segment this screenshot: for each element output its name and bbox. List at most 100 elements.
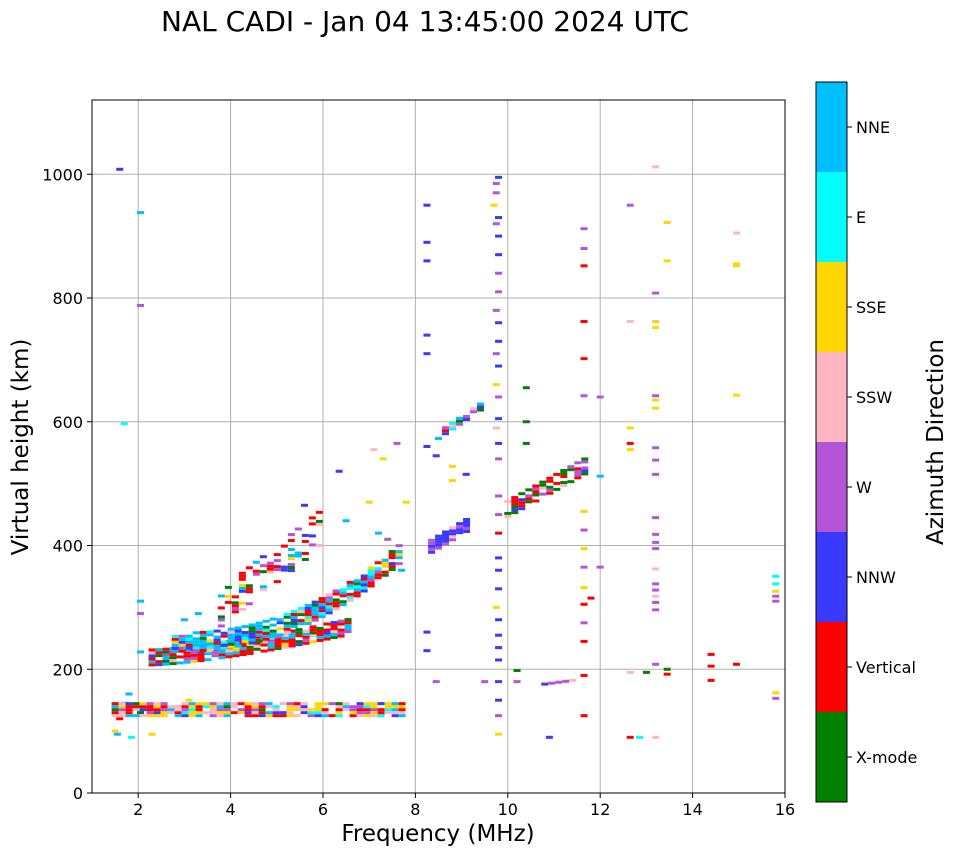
data-point bbox=[113, 732, 121, 736]
data-point bbox=[304, 612, 312, 616]
data-point bbox=[308, 522, 316, 526]
data-point bbox=[560, 469, 568, 473]
data-point bbox=[546, 491, 554, 495]
data-point bbox=[245, 584, 253, 588]
data-point bbox=[463, 526, 471, 530]
data-point bbox=[560, 475, 568, 479]
data-point bbox=[545, 735, 553, 739]
data-point bbox=[732, 662, 740, 666]
data-point bbox=[581, 457, 589, 461]
data-point bbox=[652, 446, 660, 450]
data-point bbox=[252, 569, 260, 573]
data-point bbox=[294, 527, 302, 531]
data-point bbox=[225, 652, 233, 656]
data-point bbox=[225, 649, 233, 653]
data-point bbox=[356, 702, 364, 706]
data-point bbox=[346, 592, 354, 596]
plot-frame bbox=[91, 99, 786, 794]
data-point bbox=[146, 702, 154, 706]
data-point bbox=[315, 543, 323, 547]
data-point bbox=[495, 494, 503, 498]
data-point bbox=[231, 604, 239, 608]
data-point bbox=[384, 708, 392, 712]
data-point bbox=[370, 705, 378, 709]
data-point bbox=[213, 638, 221, 642]
data-point bbox=[318, 600, 326, 604]
data-point bbox=[283, 627, 291, 631]
data-point bbox=[287, 569, 295, 573]
data-point bbox=[234, 644, 242, 648]
data-point bbox=[314, 702, 322, 706]
data-point bbox=[255, 627, 263, 631]
data-point bbox=[300, 705, 308, 709]
data-point bbox=[323, 622, 331, 626]
data-point bbox=[323, 637, 331, 641]
data-point bbox=[178, 634, 186, 638]
data-point bbox=[281, 645, 289, 649]
data-point bbox=[495, 339, 503, 343]
data-point bbox=[456, 531, 464, 535]
data-point bbox=[553, 481, 561, 485]
data-point bbox=[596, 474, 604, 478]
data-point bbox=[111, 711, 119, 715]
x-tick-label: 4 bbox=[226, 800, 236, 819]
data-point bbox=[217, 618, 225, 622]
data-point bbox=[238, 589, 246, 593]
data-point bbox=[546, 476, 554, 480]
data-point bbox=[381, 570, 389, 574]
data-point bbox=[239, 653, 247, 657]
data-point bbox=[230, 702, 238, 706]
data-point bbox=[220, 640, 228, 644]
data-point bbox=[495, 216, 503, 220]
data-point bbox=[367, 575, 375, 579]
data-point bbox=[216, 702, 224, 706]
data-point bbox=[335, 708, 343, 712]
data-point bbox=[139, 702, 147, 706]
data-point bbox=[580, 547, 588, 551]
data-point bbox=[332, 592, 340, 596]
data-point bbox=[137, 711, 145, 715]
data-point bbox=[273, 568, 281, 572]
data-point bbox=[280, 565, 288, 569]
data-point bbox=[178, 640, 186, 644]
data-point bbox=[363, 711, 371, 715]
data-point bbox=[470, 410, 477, 414]
data-point bbox=[318, 603, 326, 607]
colorbar: X-mode Vertical NNW W SSW SSE E NNE bbox=[815, 81, 917, 803]
data-point bbox=[227, 645, 235, 649]
data-point bbox=[274, 647, 282, 651]
data-point bbox=[290, 625, 298, 629]
data-point bbox=[181, 711, 189, 715]
data-point bbox=[283, 612, 291, 616]
data-point bbox=[293, 705, 301, 709]
data-point bbox=[321, 714, 329, 718]
data-point bbox=[300, 708, 308, 712]
data-point bbox=[490, 203, 498, 207]
data-point bbox=[302, 632, 310, 636]
data-point bbox=[314, 708, 322, 712]
data-point bbox=[148, 660, 156, 664]
data-point bbox=[290, 610, 298, 614]
data-point bbox=[318, 612, 326, 616]
data-point bbox=[391, 702, 399, 706]
data-point bbox=[581, 469, 589, 473]
data-point bbox=[244, 708, 252, 712]
data-point bbox=[211, 654, 219, 658]
data-point bbox=[281, 639, 289, 643]
data-point bbox=[580, 264, 588, 268]
data-point bbox=[346, 583, 354, 587]
data-point bbox=[388, 565, 396, 569]
data-point bbox=[197, 659, 205, 663]
colorbar-segment bbox=[816, 442, 847, 532]
data-point bbox=[232, 648, 240, 652]
data-point bbox=[495, 633, 503, 637]
data-point bbox=[171, 634, 179, 638]
data-point bbox=[301, 539, 309, 543]
data-point bbox=[580, 673, 588, 677]
colorbar-label: W bbox=[856, 478, 872, 497]
data-point bbox=[251, 702, 259, 706]
data-point bbox=[308, 516, 316, 520]
data-point bbox=[335, 714, 343, 718]
data-point bbox=[495, 175, 503, 179]
data-point bbox=[374, 531, 382, 535]
